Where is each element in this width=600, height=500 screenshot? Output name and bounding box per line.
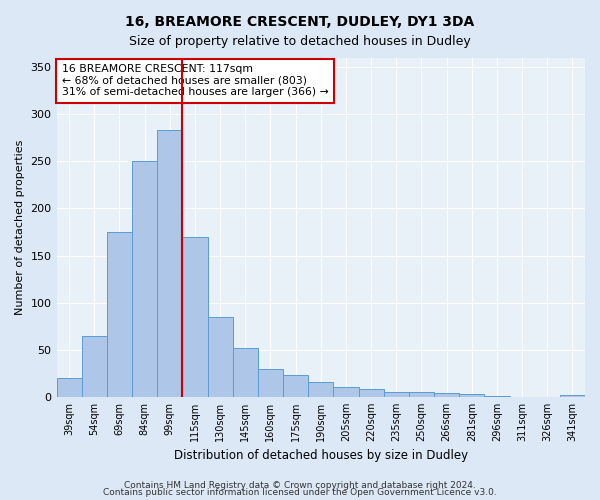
Bar [409,392,434,397]
Bar [434,393,459,397]
Bar [182,236,208,397]
Bar [82,336,107,397]
Text: Contains HM Land Registry data © Crown copyright and database right 2024.: Contains HM Land Registry data © Crown c… [124,480,476,490]
Text: 16, BREAMORE CRESCENT, DUDLEY, DY1 3DA: 16, BREAMORE CRESCENT, DUDLEY, DY1 3DA [125,15,475,29]
Bar [560,395,585,397]
Bar [107,232,132,397]
Bar [359,390,383,397]
Text: Contains public sector information licensed under the Open Government Licence v3: Contains public sector information licen… [103,488,497,497]
Bar [56,378,82,397]
Bar [308,382,334,397]
Bar [233,348,258,397]
X-axis label: Distribution of detached houses by size in Dudley: Distribution of detached houses by size … [174,450,468,462]
Bar [334,386,359,397]
Bar [157,130,182,397]
Text: 16 BREAMORE CRESCENT: 117sqm
← 68% of detached houses are smaller (803)
31% of s: 16 BREAMORE CRESCENT: 117sqm ← 68% of de… [62,64,329,98]
Bar [283,375,308,397]
Bar [258,368,283,397]
Bar [208,317,233,397]
Bar [383,392,409,397]
Y-axis label: Number of detached properties: Number of detached properties [15,140,25,315]
Bar [459,394,484,397]
Text: Size of property relative to detached houses in Dudley: Size of property relative to detached ho… [129,35,471,48]
Bar [484,396,509,397]
Bar [132,161,157,397]
